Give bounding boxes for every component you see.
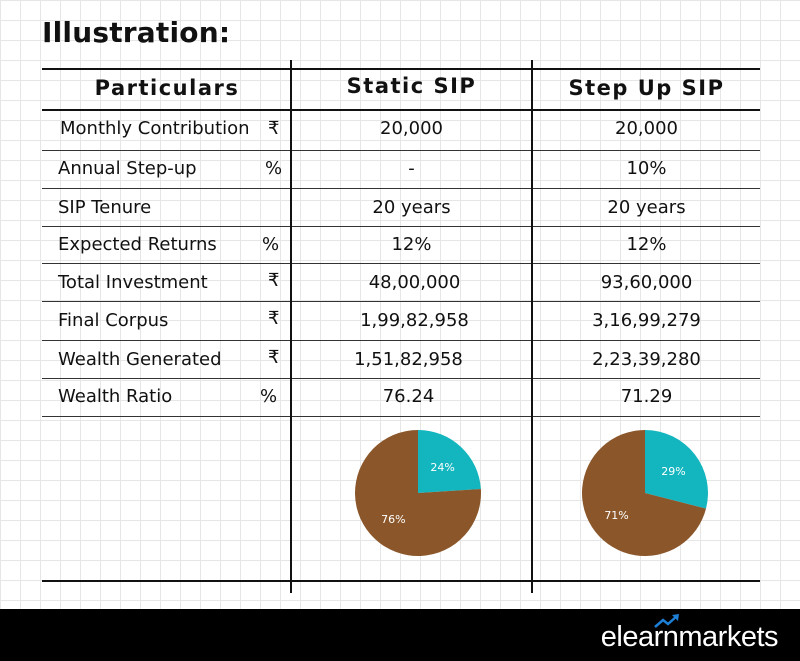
footer-bar: elearnmarkets	[0, 609, 800, 661]
brand-logo[interactable]: elearnmarkets	[600, 621, 779, 654]
row-divider	[42, 263, 760, 264]
row-label: Annual Step-up	[58, 158, 197, 179]
header-divider	[42, 109, 760, 111]
pie-slice-label: 71%	[604, 509, 628, 522]
static-value: 12%	[391, 234, 432, 255]
pie-slice-label: 24%	[430, 461, 454, 474]
stepup-value: 12%	[626, 234, 667, 255]
header-particulars: Particulars	[94, 76, 240, 100]
pie-slice	[418, 430, 481, 493]
stepup-value: 93,60,000	[600, 272, 693, 293]
percent-symbol: %	[265, 158, 283, 179]
row-label: Monthly Contribution	[60, 118, 250, 139]
currency-symbol: ₹	[268, 270, 280, 291]
stepup-value: 20,000	[615, 118, 678, 139]
row-label: SIP Tenure	[58, 197, 152, 218]
row-label: Wealth Ratio	[58, 386, 173, 407]
static-value: 76.24	[382, 386, 435, 407]
column-divider	[290, 60, 292, 593]
logo-mid: l	[616, 621, 623, 653]
row-label: Total Investment	[58, 272, 208, 293]
row-divider	[42, 188, 760, 189]
pie-chart-static-sip: 24% 76%	[355, 430, 481, 556]
pie-slice-label: 76%	[381, 513, 405, 526]
percent-symbol: %	[260, 386, 278, 407]
table-bottom-border	[42, 580, 760, 582]
static-value: -	[408, 158, 415, 179]
stepup-value: 20 years	[607, 197, 686, 218]
row-divider	[42, 378, 760, 379]
static-value: 20 years	[372, 197, 451, 218]
static-value: 48,00,000	[368, 272, 461, 293]
percent-symbol: %	[262, 234, 280, 255]
stepup-value: 3,16,99,279	[592, 310, 701, 331]
static-value: 20,000	[380, 118, 443, 139]
page-title: Illustration:	[42, 16, 231, 49]
pie-slice	[355, 430, 481, 556]
trend-arrow-icon	[654, 614, 679, 628]
pie-slice-label: 29%	[661, 465, 685, 478]
logo-suffix: earnmarkets	[622, 621, 778, 653]
pie-slice	[582, 430, 707, 556]
logo-prefix: e	[600, 621, 617, 653]
static-value: 1,99,82,958	[360, 310, 469, 331]
currency-symbol: ₹	[268, 347, 280, 368]
pie-slice	[645, 430, 708, 509]
header-step-up-sip: Step Up SIP	[568, 76, 725, 100]
pie-chart-step-up-sip: 29% 71%	[582, 430, 708, 556]
row-label: Wealth Generated	[58, 349, 222, 370]
row-label: Expected Returns	[58, 234, 217, 255]
static-value: 1,51,82,958	[354, 349, 463, 370]
stepup-value: 71.29	[620, 386, 673, 407]
row-divider	[42, 301, 760, 302]
header-static-sip: Static SIP	[346, 74, 477, 98]
row-label: Final Corpus	[58, 310, 169, 331]
currency-symbol: ₹	[268, 308, 280, 329]
currency-symbol: ₹	[268, 118, 280, 139]
row-divider	[42, 416, 760, 417]
stepup-value: 10%	[626, 158, 667, 179]
row-divider	[42, 150, 760, 151]
table-top-border	[42, 68, 760, 70]
row-divider	[42, 340, 760, 341]
column-divider	[531, 60, 533, 593]
stepup-value: 2,23,39,280	[592, 349, 701, 370]
row-divider	[42, 226, 760, 227]
